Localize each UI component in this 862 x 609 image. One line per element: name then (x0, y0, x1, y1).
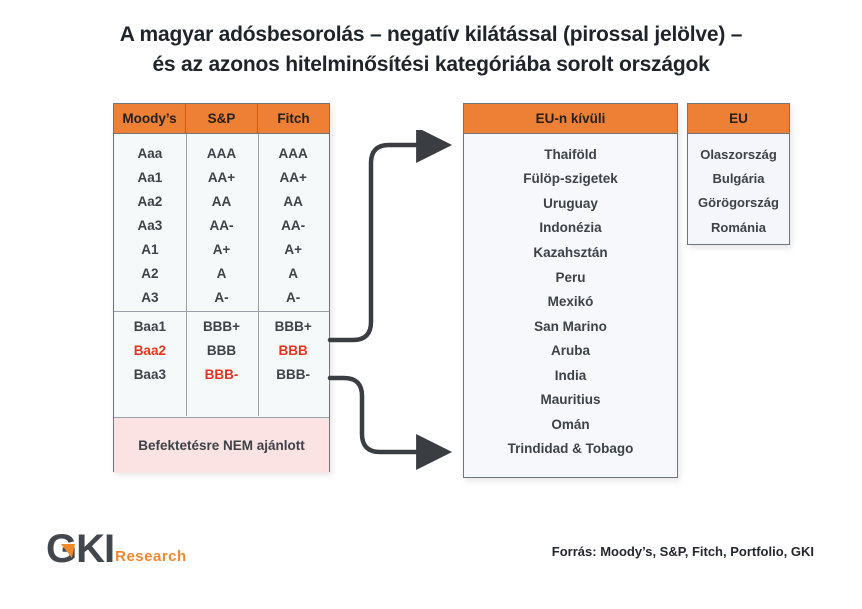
country-item: Trindidad & Tobago (507, 441, 634, 457)
country-item: Aruba (550, 343, 590, 359)
rating-cell: A2 (141, 265, 159, 281)
country-item: Omán (551, 416, 590, 432)
header-moodys: Moody’s (122, 111, 177, 126)
rating-cell: AA+ (279, 169, 307, 185)
rating-row: Aa3 AA- AA- (114, 213, 329, 237)
not-recommended-band: Befektetésre NEM ajánlott (114, 418, 329, 473)
country-item: Fülöp-szigetek (523, 171, 618, 187)
country-item: Mexikó (547, 294, 594, 310)
non-eu-table: EU-n kívüli Thaiföld Fülöp-szigetek Urugua… (463, 103, 678, 478)
arrow-to-bottom (327, 375, 453, 470)
rating-row: A2 A A (114, 261, 329, 285)
country-item: Olaszország (700, 146, 777, 162)
eu-country-list: Olaszország Bulgária Görögország Románia (688, 134, 789, 239)
ratings-table: Moody’s S&P Fitch Aaa AAA AAA Aa1 AA+ AA+ Aa2 A… (113, 103, 330, 473)
rating-cell: A+ (212, 241, 231, 257)
rating-cell: AA (211, 193, 232, 209)
rating-row: Baa1 BBB+ BBB+ (114, 314, 329, 338)
rating-cell: AAA (206, 145, 237, 161)
gki-logo-text: GKI (46, 527, 115, 571)
rating-cell: AA (283, 193, 303, 209)
rating-cell: A (288, 265, 299, 281)
rating-cell: Baa3 (133, 366, 166, 382)
country-item: Peru (555, 269, 586, 285)
country-item: Kazahsztán (533, 244, 608, 260)
mapping-arrows (327, 130, 453, 470)
eu-table: EU Olaszország Bulgária Görögország Románia (687, 103, 790, 245)
rating-cell: A3 (141, 289, 159, 305)
gki-logo-research: Research (115, 548, 187, 565)
country-item: Mauritius (540, 392, 601, 408)
country-item: Görögország (698, 195, 779, 211)
rating-row: Baa3 BBB- BBB- (114, 362, 329, 386)
rating-row: Aa2 AA AA (114, 189, 329, 213)
rating-row: Baa2 BBB BBB (114, 338, 329, 362)
rating-row: A1 A+ A+ (114, 237, 329, 261)
title-line-1: A magyar adósbesorolás – negatív kilátás… (119, 23, 743, 46)
rating-cell: A+ (284, 241, 302, 257)
rating-row: A3 A- A- (114, 285, 329, 309)
eu-table-header: EU (688, 104, 789, 134)
rating-cell: A- (286, 289, 301, 305)
header-non-eu: EU-n kívüli (535, 111, 606, 126)
rating-cell: AA- (209, 217, 234, 233)
rating-cell-negative-outlook: BBB (278, 342, 308, 358)
header-sp: S&P (185, 104, 257, 133)
rating-cell: Aaa (137, 145, 163, 161)
rating-cell: Aa1 (137, 169, 163, 185)
ratings-table-header: Moody’s S&P Fitch (114, 104, 329, 134)
rating-cell: AA+ (207, 169, 236, 185)
rating-cell: BBB+ (202, 318, 241, 334)
arrow-to-top (327, 130, 453, 343)
rating-row: Aa1 AA+ AA+ (114, 165, 329, 189)
source-note: Forrás: Moody’s, S&P, Fitch, Portfolio, … (551, 544, 814, 559)
gki-logo-letters: GKI (46, 527, 115, 571)
rating-cell: A1 (141, 241, 159, 257)
rating-cell: AAA (278, 145, 308, 161)
rating-cell: Baa1 (133, 318, 166, 334)
rating-cell: Aa3 (137, 217, 163, 233)
title-line-2: és az azonos hitelminősítési kategóriába… (152, 53, 710, 76)
rating-row: Aaa AAA AAA (114, 141, 329, 165)
country-item: Uruguay (543, 195, 598, 211)
rating-cell: BBB (206, 342, 237, 358)
rating-cell: A- (214, 289, 229, 305)
rating-cell-negative-outlook: BBB- (204, 366, 239, 382)
country-item: Indonézia (539, 220, 602, 236)
country-item: San Marino (534, 318, 607, 334)
ratings-group-upper: Aaa AAA AAA Aa1 AA+ AA+ Aa2 AA AA Aa3 AA- AA- A1 A+ A+… (114, 134, 329, 312)
gki-logo: GKI Research (46, 527, 187, 571)
rating-cell: AA- (281, 217, 306, 233)
rating-cell: BBB- (276, 366, 311, 382)
country-item: Thaiföld (544, 146, 597, 162)
rating-cell: BBB+ (274, 318, 312, 334)
non-eu-country-list: Thaiföld Fülöp-szigetek Uruguay Indonézia Ka… (464, 134, 677, 461)
rating-cell: A (216, 265, 227, 281)
header-eu: EU (729, 111, 748, 126)
header-fitch: Fitch (257, 104, 329, 133)
ratings-group-bbb: Baa1 BBB+ BBB+ Baa2 BBB BBB Baa3 BBB- BBB- (114, 312, 329, 418)
country-item: Románia (711, 219, 766, 235)
rating-cell: Aa2 (137, 193, 163, 209)
non-eu-table-header: EU-n kívüli (464, 104, 677, 134)
page-title: A magyar adósbesorolás – negatív kilátás… (0, 20, 862, 80)
rating-cell-negative-outlook: Baa2 (133, 342, 166, 358)
country-item: India (554, 367, 587, 383)
country-item: Bulgária (712, 170, 765, 186)
